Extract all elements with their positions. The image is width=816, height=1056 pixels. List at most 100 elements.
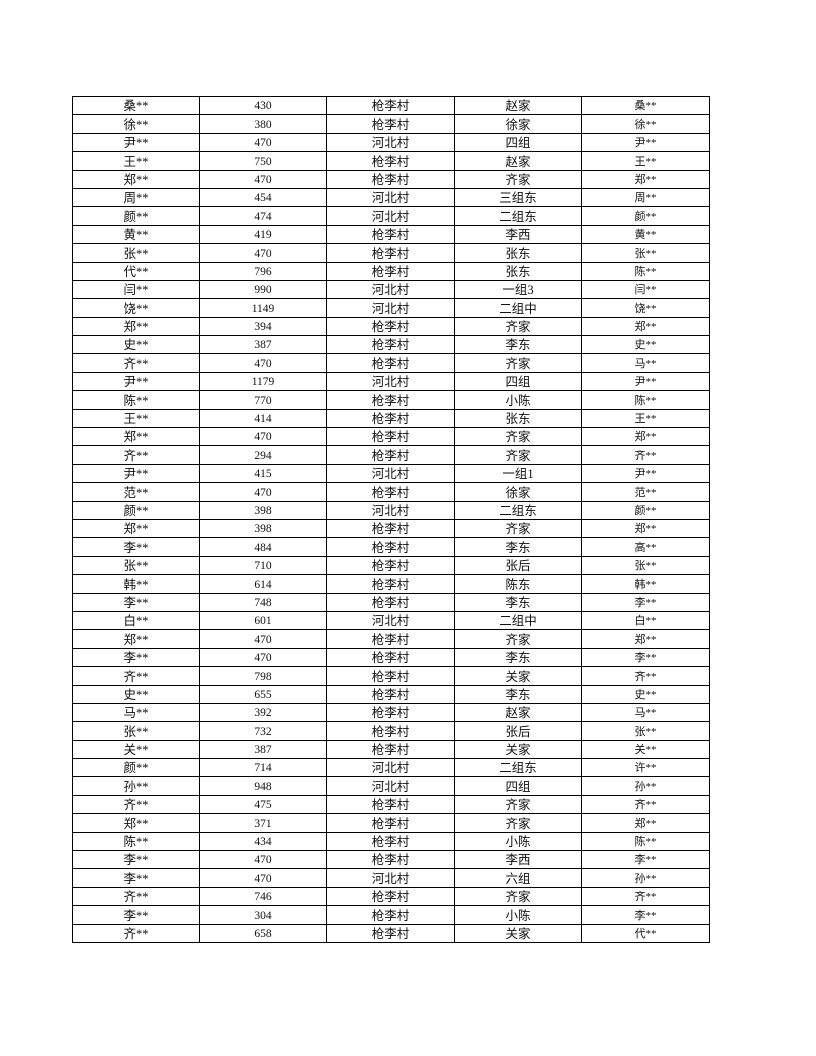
holder-cell: 齐** [581, 886, 710, 907]
group-cell: 四组 [454, 776, 582, 796]
amount-cell: 732 [199, 721, 327, 741]
name-cell: 闫** [72, 279, 200, 300]
holder-cell: 关** [581, 739, 710, 760]
amount-cell: 796 [199, 261, 327, 281]
table-row: 李** 304 枪李村 小陈 李** [72, 905, 710, 925]
table-row: 周** 454 河北村 三组东 周** [72, 187, 710, 208]
village-cell: 河北村 [326, 206, 455, 226]
name-cell: 白** [72, 610, 200, 631]
amount-cell: 380 [199, 114, 327, 134]
amount-cell: 714 [199, 758, 327, 778]
group-cell: 小陈 [454, 905, 582, 925]
holder-cell: 尹** [581, 463, 710, 484]
village-cell: 河北村 [326, 463, 455, 484]
name-cell: 代** [72, 261, 200, 281]
holder-cell: 张** [581, 721, 710, 741]
table-row: 饶** 1149 河北村 二组中 饶** [72, 298, 710, 318]
name-cell: 孙** [72, 776, 200, 796]
group-cell: 张后 [454, 721, 582, 741]
table-row: 尹** 1179 河北村 四组 尹** [72, 371, 710, 392]
amount-cell: 614 [199, 574, 327, 594]
table-row: 李** 470 枪李村 李西 李** [72, 850, 710, 870]
name-cell: 李** [72, 850, 200, 870]
holder-cell: 郑** [581, 427, 710, 447]
name-cell: 郑** [72, 316, 200, 337]
table-row: 颜** 474 河北村 二组东 颜** [72, 206, 710, 226]
village-cell: 枪李村 [326, 427, 455, 447]
group-cell: 二组中 [454, 298, 582, 318]
amount-cell: 398 [199, 500, 327, 520]
name-cell: 郑** [72, 813, 200, 833]
holder-cell: 齐** [581, 666, 710, 686]
amount-cell: 655 [199, 684, 327, 704]
holder-cell: 王** [581, 408, 710, 429]
amount-cell: 474 [199, 206, 327, 226]
name-cell: 张** [72, 243, 200, 263]
table-row: 齐** 470 枪李村 齐家 马** [72, 353, 710, 373]
amount-cell: 394 [199, 316, 327, 337]
village-cell: 枪李村 [326, 850, 455, 870]
amount-cell: 387 [199, 335, 327, 355]
village-cell: 河北村 [326, 868, 455, 888]
village-cell: 枪李村 [326, 482, 455, 502]
group-cell: 二组东 [454, 206, 582, 226]
village-cell: 枪李村 [326, 574, 455, 594]
table-row: 颜** 714 河北村 二组东 许** [72, 758, 710, 778]
village-cell: 枪李村 [326, 353, 455, 373]
table-row: 齐** 658 枪李村 关家 代** [72, 923, 710, 943]
group-cell: 赵家 [454, 151, 582, 171]
village-cell: 枪李村 [326, 813, 455, 833]
group-cell: 二组东 [454, 758, 582, 778]
group-cell: 张东 [454, 261, 582, 281]
amount-cell: 430 [199, 95, 327, 116]
amount-cell: 470 [199, 427, 327, 447]
holder-cell: 郑** [581, 316, 710, 337]
table-row: 关** 387 枪李村 关家 关** [72, 739, 710, 760]
table-row: 张** 710 枪李村 张后 张** [72, 555, 710, 576]
holder-cell: 齐** [581, 445, 710, 465]
amount-cell: 1149 [199, 298, 327, 318]
name-cell: 郑** [72, 427, 200, 447]
holder-cell: 高** [581, 537, 710, 557]
group-cell: 小陈 [454, 390, 582, 410]
village-cell: 河北村 [326, 298, 455, 318]
amount-cell: 475 [199, 794, 327, 815]
name-cell: 李** [72, 537, 200, 557]
village-cell: 枪李村 [326, 335, 455, 355]
village-cell: 枪李村 [326, 95, 455, 116]
village-cell: 枪李村 [326, 169, 455, 189]
amount-cell: 948 [199, 776, 327, 796]
table-row: 陈** 434 枪李村 小陈 陈** [72, 831, 710, 852]
group-cell: 一组1 [454, 463, 582, 484]
holder-cell: 闫** [581, 279, 710, 300]
village-cell: 河北村 [326, 500, 455, 520]
village-cell: 枪李村 [326, 684, 455, 704]
table-row: 齐** 798 枪李村 关家 齐** [72, 666, 710, 686]
amount-cell: 414 [199, 408, 327, 429]
holder-cell: 李** [581, 850, 710, 870]
table-row: 张** 470 枪李村 张东 张** [72, 243, 710, 263]
holder-cell: 白** [581, 610, 710, 631]
name-cell: 尹** [72, 371, 200, 392]
village-cell: 枪李村 [326, 537, 455, 557]
name-cell: 张** [72, 555, 200, 576]
name-cell: 马** [72, 702, 200, 723]
table-row: 郑** 470 枪李村 齐家 郑** [72, 169, 710, 189]
table-row: 尹** 415 河北村 一组1 尹** [72, 463, 710, 484]
name-cell: 齐** [72, 923, 200, 943]
group-cell: 齐家 [454, 813, 582, 833]
group-cell: 齐家 [454, 518, 582, 539]
amount-cell: 746 [199, 886, 327, 907]
holder-cell: 陈** [581, 831, 710, 852]
holder-cell: 黄** [581, 224, 710, 245]
name-cell: 陈** [72, 390, 200, 410]
table-row: 尹** 470 河北村 四组 尹** [72, 132, 710, 153]
group-cell: 李东 [454, 537, 582, 557]
holder-cell: 郑** [581, 169, 710, 189]
holder-cell: 李** [581, 592, 710, 612]
village-cell: 枪李村 [326, 224, 455, 245]
village-cell: 枪李村 [326, 923, 455, 943]
village-cell: 河北村 [326, 371, 455, 392]
amount-cell: 387 [199, 739, 327, 760]
table-row: 李** 748 枪李村 李东 李** [72, 592, 710, 612]
